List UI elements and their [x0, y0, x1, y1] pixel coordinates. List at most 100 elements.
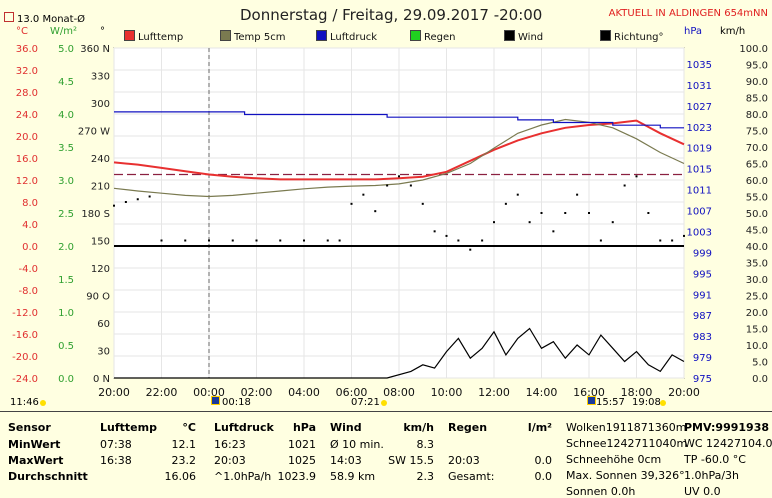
table-header: °C	[182, 421, 196, 434]
unit-radiation: W/m²	[50, 26, 78, 37]
sunset-icon	[587, 396, 596, 405]
direction-tick: 150	[91, 237, 110, 248]
direction-point	[374, 210, 377, 213]
table-cell: 0.0	[534, 454, 553, 467]
marker-moonset: 19:08	[632, 397, 661, 408]
direction-point	[124, 201, 127, 203]
wind-tick: 65.0	[746, 160, 768, 171]
table-header: Luftdruck	[214, 421, 274, 434]
unit-temp: °C	[16, 26, 28, 37]
direction-point	[540, 212, 543, 214]
wind-tick: 75.0	[746, 127, 768, 138]
legend-label: Wind	[518, 32, 544, 43]
table-cell: 8.3	[416, 438, 435, 451]
pressure-tick: 1015	[687, 165, 712, 176]
table-cell: 16:23	[214, 438, 246, 451]
series-wind	[114, 327, 685, 379]
table-cell: 2.3	[416, 470, 435, 483]
table-cell: SW 15.5	[388, 454, 434, 467]
marker-moon: 00:18	[222, 397, 251, 408]
marker-sunset: 15:57	[596, 397, 625, 408]
x-tick: 16:00	[573, 386, 605, 399]
table-cell: 20:03	[448, 454, 480, 467]
location-label: AKTUELL IN ALDINGEN 654mNN	[608, 8, 768, 19]
table-header: l/m²	[527, 421, 552, 434]
direction-point	[504, 202, 507, 205]
weather-chart: 36.0 32.0 28.0 24.0 20.0 16.0 12.0 8.0 4.0 0.0 -4.…	[12, 44, 768, 399]
temp-tick: -8.0	[18, 286, 38, 297]
direction-point	[647, 212, 650, 214]
x-tick: 00:00	[193, 386, 225, 399]
legend-swatch	[600, 30, 611, 41]
legend-label: Temp 5cm	[234, 32, 286, 43]
pressure-tick: 1035	[687, 60, 712, 71]
temp-tick: 36.0	[16, 44, 38, 55]
pressure-tick: 995	[693, 269, 712, 280]
direction-point	[457, 239, 460, 242]
x-tick: 06:00	[336, 386, 368, 399]
temp-tick: 16.0	[16, 154, 38, 165]
legend-item: Temp 5cm	[220, 30, 285, 43]
direction-point	[599, 239, 602, 242]
temp-tick: 8.0	[22, 198, 38, 209]
table-header: Regen	[448, 421, 488, 434]
temp-tick: 20.0	[16, 132, 38, 143]
table-cell: 1025	[288, 454, 316, 467]
direction-tick: 0 N	[93, 374, 110, 385]
month-average-label: 13.0 Monat-Ø	[4, 12, 85, 25]
legend-swatch	[124, 30, 135, 41]
legend-label: Richtung°	[614, 32, 664, 43]
chart-title: Donnerstag / Freitag, 29.09.2017 -20:00	[240, 6, 543, 24]
pressure-tick: 1011	[687, 186, 712, 197]
pressure-tick: 987	[693, 311, 712, 322]
x-tick: 10:00	[431, 386, 463, 399]
table-cell: Durchschnitt	[8, 470, 88, 483]
direction-point	[208, 239, 210, 242]
legend-label: Luftdruck	[330, 32, 378, 43]
table-cell: MinWert	[8, 438, 61, 451]
temp-tick: 12.0	[16, 176, 38, 187]
direction-point	[362, 193, 365, 196]
extra-cell: Wolken1911871360m	[566, 421, 687, 434]
extra-cell: Sonnen 0.0h	[566, 485, 636, 498]
table-cell: MaxWert	[8, 454, 64, 467]
direction-tick: 330	[91, 72, 110, 83]
direction-point	[136, 198, 139, 201]
table-cell: 20:03	[214, 454, 246, 467]
table-cell: 58.9 km	[330, 470, 376, 483]
legend-item: Richtung°	[600, 30, 664, 43]
direction-point	[445, 234, 448, 237]
direction-point	[433, 230, 436, 233]
radiation-tick: 5.0	[58, 44, 74, 55]
pressure-tick: 975	[693, 374, 712, 385]
wind-tick: 25.0	[746, 292, 768, 303]
radiation-tick: 2.0	[58, 242, 74, 253]
pressure-tick: 1031	[687, 81, 712, 92]
series-luftdruck	[114, 111, 684, 129]
temp-tick: 28.0	[16, 88, 38, 99]
radiation-tick: 3.0	[58, 176, 74, 187]
direction-point	[588, 212, 590, 214]
table-cell: 1021	[288, 438, 316, 451]
table-cell: 14:03	[330, 454, 362, 467]
direction-point	[279, 239, 282, 242]
temp-tick: 0.0	[22, 242, 38, 253]
legend-item: Luftdruck	[316, 30, 377, 43]
direction-point	[386, 184, 389, 187]
direction-point	[528, 221, 531, 224]
direction-point	[552, 230, 555, 233]
direction-point	[611, 221, 614, 224]
direction-tick: 360 N	[80, 44, 110, 55]
direction-tick: 240	[91, 154, 110, 165]
direction-point	[231, 239, 234, 242]
moon-icon	[211, 396, 220, 405]
direction-point	[184, 239, 187, 242]
direction-point	[398, 175, 400, 178]
legend-label: Regen	[424, 32, 456, 43]
direction-point	[635, 175, 638, 178]
wind-tick: 35.0	[746, 259, 768, 270]
wind-tick: 60.0	[746, 176, 768, 187]
pressure-tick: 991	[693, 290, 712, 301]
direction-point	[516, 193, 519, 196]
table-header: Sensor	[8, 421, 51, 434]
